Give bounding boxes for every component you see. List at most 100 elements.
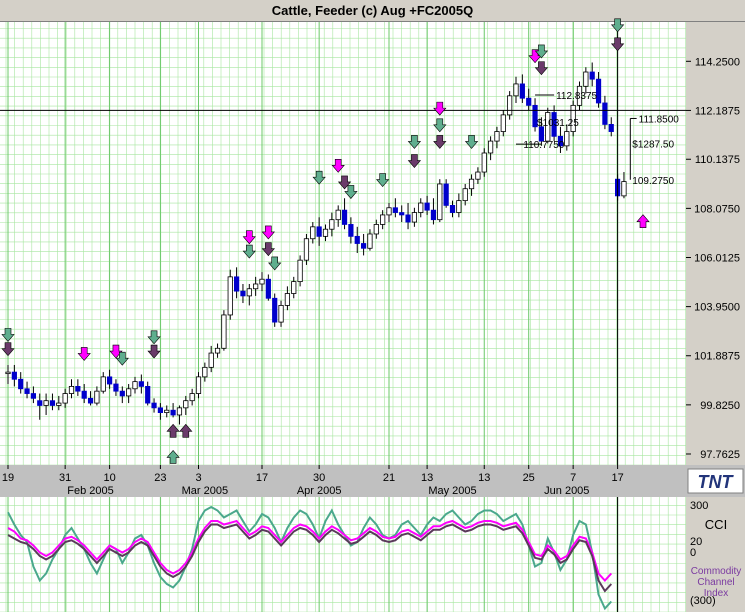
price-bar	[468, 178, 475, 190]
price-bar	[49, 400, 56, 406]
cci-tick-label: 20	[690, 536, 702, 548]
signal-arrow-green	[242, 244, 256, 259]
price-bar	[538, 126, 545, 142]
signal-arrow-green	[375, 173, 390, 188]
price-bar	[107, 376, 113, 385]
price-bar	[189, 393, 195, 402]
x-tick-label: 17	[256, 472, 268, 484]
price-bars	[5, 62, 627, 425]
cci-panel-bg	[0, 497, 686, 612]
price-bar	[399, 212, 405, 216]
signal-arrow-purple	[534, 61, 549, 76]
price-bar	[11, 371, 17, 380]
price-bar	[240, 290, 246, 297]
y-tick-label: 110.1375	[695, 154, 740, 166]
price-bar	[335, 209, 341, 221]
x-tick-label: 21	[383, 472, 395, 484]
price-bar	[126, 388, 132, 397]
price-bar	[62, 393, 68, 404]
price-bar	[373, 224, 379, 235]
signal-arrow-green	[344, 185, 358, 199]
signal-arrow-purple	[610, 37, 625, 52]
cci-lines	[7, 505, 613, 611]
price-bar	[278, 305, 284, 323]
cci-indicator-label: Channel	[697, 577, 734, 588]
signal-arrow-green	[407, 135, 422, 149]
price-annotation: 109.2750	[632, 176, 674, 187]
price-bar	[513, 83, 519, 97]
price-bar	[30, 393, 37, 399]
price-panel-bg	[0, 22, 686, 465]
signal-arrow-green	[147, 330, 161, 345]
price-bar	[386, 207, 392, 216]
price-bar	[310, 226, 316, 240]
price-bar	[430, 209, 437, 221]
price-bar	[183, 400, 189, 409]
month-label: May 2005	[428, 485, 476, 497]
price-bar	[284, 293, 291, 306]
signal-arrow-green	[464, 135, 479, 149]
price-bar	[291, 281, 297, 294]
price-bar	[354, 235, 360, 244]
price-bar	[411, 212, 418, 223]
price-bar	[24, 388, 30, 394]
price-y-axis: 114.2500 112.1875 110.1375 108.0750 106.0125…	[686, 56, 740, 461]
price-bar	[608, 124, 614, 132]
price-bar	[380, 214, 386, 225]
price-bar	[37, 400, 43, 406]
signal-arrow-magenta	[109, 344, 123, 359]
y-tick-label: 112.1875	[695, 105, 740, 117]
price-annotation: $1031.25	[537, 118, 579, 129]
price-bar	[329, 219, 335, 230]
price-bar	[265, 278, 271, 299]
signal-arrow-green	[115, 351, 129, 366]
cci-indicator-label: Commodity	[691, 566, 742, 577]
price-bar	[202, 366, 208, 378]
price-bar	[526, 97, 532, 106]
price-bar	[481, 152, 487, 173]
y-tick-label: 106.0125	[694, 252, 740, 264]
x-tick-label: 19	[2, 472, 14, 484]
signal-arrow-purple	[1, 342, 15, 357]
price-bar	[43, 400, 49, 406]
signal-arrow-magenta	[261, 225, 276, 240]
price-bar	[475, 171, 481, 180]
x-tick-label: 23	[154, 472, 166, 484]
price-bar	[462, 188, 468, 202]
price-bar	[557, 135, 564, 147]
y-tick-label: 103.9500	[694, 302, 740, 314]
price-bar	[621, 181, 627, 197]
month-label: Apr 2005	[297, 485, 342, 497]
signal-arrow-magenta	[242, 230, 256, 245]
price-bar	[272, 297, 278, 323]
price-bar	[94, 390, 100, 404]
price-annotation: 110.7750	[523, 140, 564, 151]
price-bar	[297, 259, 303, 283]
price-bar	[583, 71, 589, 87]
price-bar	[507, 95, 513, 116]
price-bar	[341, 209, 348, 225]
cci-axis-bg	[686, 497, 745, 612]
price-bar	[348, 224, 354, 237]
price-bar	[113, 383, 119, 392]
signal-arrow-purple	[337, 175, 352, 190]
price-bar	[259, 278, 265, 285]
signal-arrow-green	[1, 328, 15, 342]
price-bar	[545, 112, 551, 142]
price-bar	[246, 288, 252, 297]
month-label: Feb 2005	[67, 485, 113, 497]
signal-arrow-green	[433, 118, 447, 133]
signal-arrow-purple	[433, 135, 447, 149]
price-bar	[595, 78, 602, 104]
price-bar	[303, 238, 310, 261]
cci-tick-label: (300)	[690, 595, 716, 607]
price-bar	[500, 114, 506, 132]
price-bar	[56, 402, 62, 406]
cci-tick-label: 0	[690, 547, 696, 559]
price-bar	[233, 276, 240, 292]
price-bar	[138, 381, 144, 387]
price-bar	[75, 386, 81, 392]
signal-arrow-green	[268, 256, 282, 271]
